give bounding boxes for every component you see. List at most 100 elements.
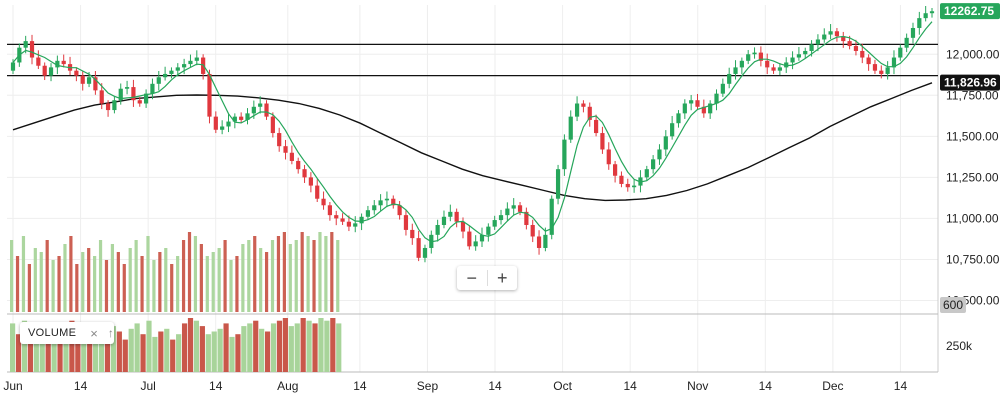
candle-body	[682, 103, 687, 114]
volume-bar	[187, 318, 194, 372]
candle-body	[593, 119, 599, 134]
volume-bar	[318, 318, 324, 372]
candle-body	[872, 64, 878, 71]
zoom-in-button[interactable]: +	[497, 267, 508, 288]
candle-body	[752, 52, 757, 55]
volume-bar	[110, 326, 117, 372]
candle-body	[277, 133, 282, 147]
x-tick-label: Aug	[277, 379, 298, 393]
volume-overlay-bar	[69, 236, 73, 312]
candle-body	[384, 198, 390, 201]
candle-body	[498, 215, 504, 221]
y-tick-label: 11,500.00	[946, 129, 999, 143]
candle-body	[765, 60, 770, 68]
candle-body	[651, 159, 656, 170]
candle-body	[746, 54, 751, 61]
candle-body	[188, 60, 193, 65]
candle-body	[473, 241, 478, 247]
candle-body	[790, 57, 795, 63]
candle-body	[600, 133, 605, 150]
volume-overlay-bar	[306, 236, 310, 312]
volume-overlay-bar	[235, 256, 239, 312]
y-tick-label: 10,750.00	[946, 252, 1000, 266]
volume-legend-label: VOLUME	[28, 327, 77, 339]
candle-body	[460, 221, 466, 232]
candle-body	[657, 149, 662, 160]
volume-bar	[33, 328, 39, 372]
volume-bar	[10, 323, 16, 372]
volume-overlay-bar	[98, 240, 103, 312]
candle-body	[365, 210, 371, 217]
candle-body	[416, 238, 421, 258]
volume-bar	[229, 336, 235, 372]
candle-body	[289, 152, 294, 161]
candle-body	[467, 231, 472, 247]
current-level-tag-bg	[940, 74, 1000, 91]
candle-body	[99, 90, 104, 104]
volume-overlay-bar	[81, 252, 85, 312]
candle-body	[340, 218, 345, 222]
volume-overlay-bar	[259, 248, 263, 312]
candle-body	[327, 205, 332, 216]
candle-body	[220, 126, 225, 130]
zoom-out-button[interactable]: −	[466, 267, 478, 288]
candle-body	[156, 77, 161, 84]
volume-overlay-bar	[193, 236, 198, 312]
candle-body	[644, 169, 649, 178]
volume-overlay-bar	[146, 236, 150, 312]
volume-overlay-bar	[158, 252, 162, 312]
volume-overlay-bar	[288, 244, 292, 312]
volume-overlay-bar	[57, 256, 61, 312]
volume-bar	[170, 339, 176, 372]
last-price-tag: 12262.75	[944, 4, 994, 18]
close-icon[interactable]: ×	[90, 325, 98, 341]
candle-body	[163, 73, 168, 78]
volume-overlay-bar	[27, 264, 31, 312]
volume-bar	[45, 323, 51, 372]
candle-body	[359, 216, 364, 224]
volume-overlay-bar	[152, 260, 156, 312]
x-tick-label: Jun	[3, 379, 22, 393]
candle-body	[124, 87, 130, 89]
volume-bar	[146, 320, 152, 372]
candle-body	[137, 100, 142, 104]
candle-body	[695, 100, 700, 107]
candle-body	[613, 164, 618, 176]
y-tick-label: 11,000.00	[946, 211, 999, 225]
candle-body	[828, 31, 833, 35]
volume-overlay-bar	[247, 240, 251, 312]
volume-overlay-bar	[300, 232, 304, 312]
candle-body	[543, 234, 548, 248]
candle-body	[80, 75, 85, 84]
axis-overlay-tag: 600	[943, 298, 963, 312]
candle-body	[676, 113, 681, 124]
x-tick-label: 14	[209, 379, 223, 393]
candle-body	[784, 62, 789, 68]
volume-overlay-bar	[140, 256, 144, 312]
volume-overlay-bar	[241, 244, 245, 312]
candle-body	[378, 200, 383, 206]
volume-overlay-bar	[39, 252, 43, 312]
candle-body	[454, 211, 459, 222]
candle-body	[435, 224, 440, 235]
volume-bar	[312, 323, 318, 372]
arrow-up-icon[interactable]: ↑	[107, 326, 114, 340]
volume-bar	[69, 320, 75, 372]
candle-body	[879, 70, 884, 74]
volume-overlay-bar	[264, 252, 269, 312]
last-price-tag-bg	[940, 3, 1000, 20]
candle-body	[143, 93, 149, 104]
candle-body	[296, 160, 301, 170]
volume-bar	[211, 331, 217, 372]
candle-body	[739, 60, 744, 68]
candle-body	[904, 37, 909, 48]
candle-body	[581, 103, 586, 107]
volume-overlay-bar	[217, 248, 221, 312]
volume-overlay-bar	[223, 240, 227, 312]
candle-body	[182, 64, 187, 68]
candle-body	[479, 234, 485, 242]
candle-body	[226, 121, 231, 127]
fast-moving-average-line	[12, 21, 933, 243]
candle-body	[803, 50, 808, 55]
